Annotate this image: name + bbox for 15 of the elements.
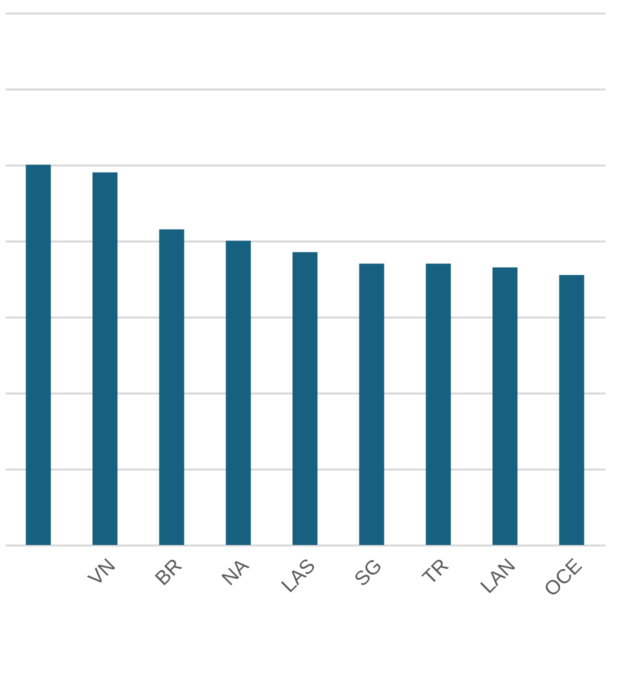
x-tick-label: LAS bbox=[278, 554, 320, 598]
x-tick-label: BR bbox=[151, 554, 187, 590]
x-tick-label: VN bbox=[84, 554, 120, 590]
bar bbox=[492, 267, 518, 545]
x-tick-label: TR bbox=[418, 554, 454, 590]
x-tick-label: NA bbox=[218, 554, 254, 590]
bar bbox=[426, 264, 451, 545]
bar bbox=[559, 275, 584, 545]
bar bbox=[292, 252, 318, 545]
bar bbox=[159, 229, 184, 545]
bar bbox=[92, 172, 118, 545]
bar bbox=[26, 164, 51, 545]
x-tick-label: SG bbox=[350, 554, 387, 591]
bar bbox=[359, 264, 384, 545]
bar bbox=[226, 240, 251, 545]
